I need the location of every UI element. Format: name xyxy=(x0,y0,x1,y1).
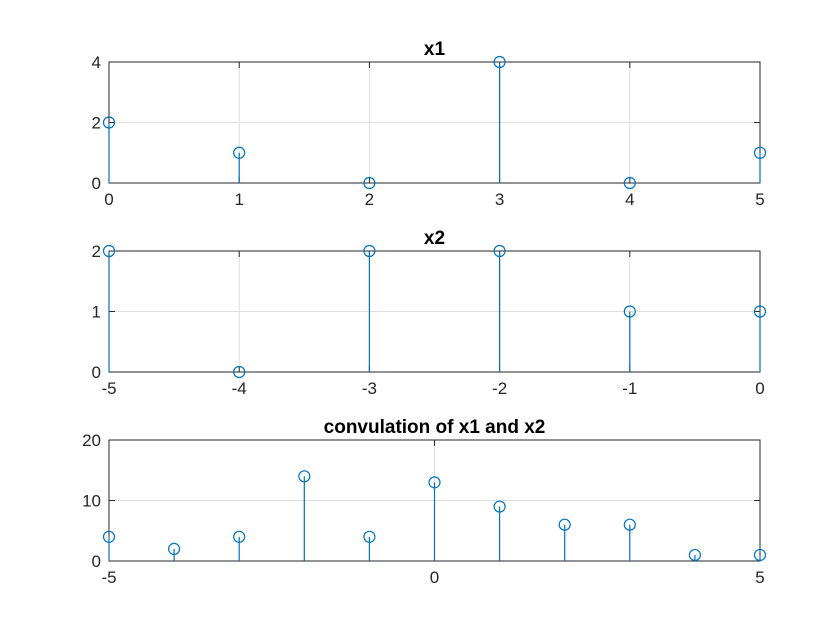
stem-marker xyxy=(558,518,571,531)
y-tick-label: 2 xyxy=(92,114,101,133)
y-tick-label: 20 xyxy=(82,431,101,450)
stem-marker xyxy=(428,476,441,489)
y-tick-label: 0 xyxy=(92,552,101,571)
subplot-title: x1 xyxy=(424,39,446,60)
stem-marker xyxy=(363,176,376,190)
stem-marker xyxy=(753,305,767,318)
x-tick-label: 0 xyxy=(755,379,764,398)
stem-marker xyxy=(753,548,767,562)
x-tick-label: -4 xyxy=(232,379,247,398)
x-tick-label: 5 xyxy=(755,190,764,209)
y-tick-label: 10 xyxy=(82,492,101,511)
stem-marker xyxy=(623,518,636,531)
stem-marker xyxy=(493,500,506,513)
stem-marker xyxy=(493,244,506,258)
y-tick-label: 0 xyxy=(92,174,101,193)
y-tick-label: 1 xyxy=(92,303,101,322)
subplot-1: 0 1 2 3 4 5 0 2 4 x1 xyxy=(92,39,767,209)
x-tick-label: 0 xyxy=(430,568,439,587)
x-tick-label: -2 xyxy=(492,379,507,398)
stem-marker xyxy=(623,176,636,190)
x-tick-label: -5 xyxy=(101,568,116,587)
stem-marker xyxy=(493,55,506,69)
y-tick-label: 2 xyxy=(92,242,101,261)
y-tick-label: 4 xyxy=(92,53,101,72)
x-tick-label: 5 xyxy=(755,568,764,587)
x-tick-label: 0 xyxy=(104,190,113,209)
x-tick-label: -5 xyxy=(101,379,116,398)
stem-marker xyxy=(102,116,116,129)
x-tick-label: 3 xyxy=(495,190,504,209)
subplot-title: convulation of x1 and x2 xyxy=(324,417,546,438)
x-tick-label: 1 xyxy=(234,190,243,209)
x-tick-label: -1 xyxy=(622,379,637,398)
stem-marker xyxy=(688,548,702,562)
y-tick-label: 0 xyxy=(92,363,101,382)
subplot-title: x2 xyxy=(424,228,445,249)
stem-marker xyxy=(102,530,116,543)
stem-marker xyxy=(233,146,246,159)
stem-marker xyxy=(363,530,376,543)
stem-marker xyxy=(623,305,636,318)
x-tick-label: -3 xyxy=(362,379,377,398)
subplot-2: -5 -4 -3 -2 -1 0 0 1 2 x2 xyxy=(92,228,767,398)
x-tick-label: 2 xyxy=(365,190,374,209)
stem-marker xyxy=(233,530,246,543)
stem-marker xyxy=(363,244,376,258)
stem-marker xyxy=(102,244,116,258)
stem-marker xyxy=(168,542,181,556)
stem-marker xyxy=(753,146,767,159)
x-tick-label: 4 xyxy=(625,190,634,209)
stem-marker xyxy=(233,365,246,379)
stem-marker xyxy=(298,470,311,483)
